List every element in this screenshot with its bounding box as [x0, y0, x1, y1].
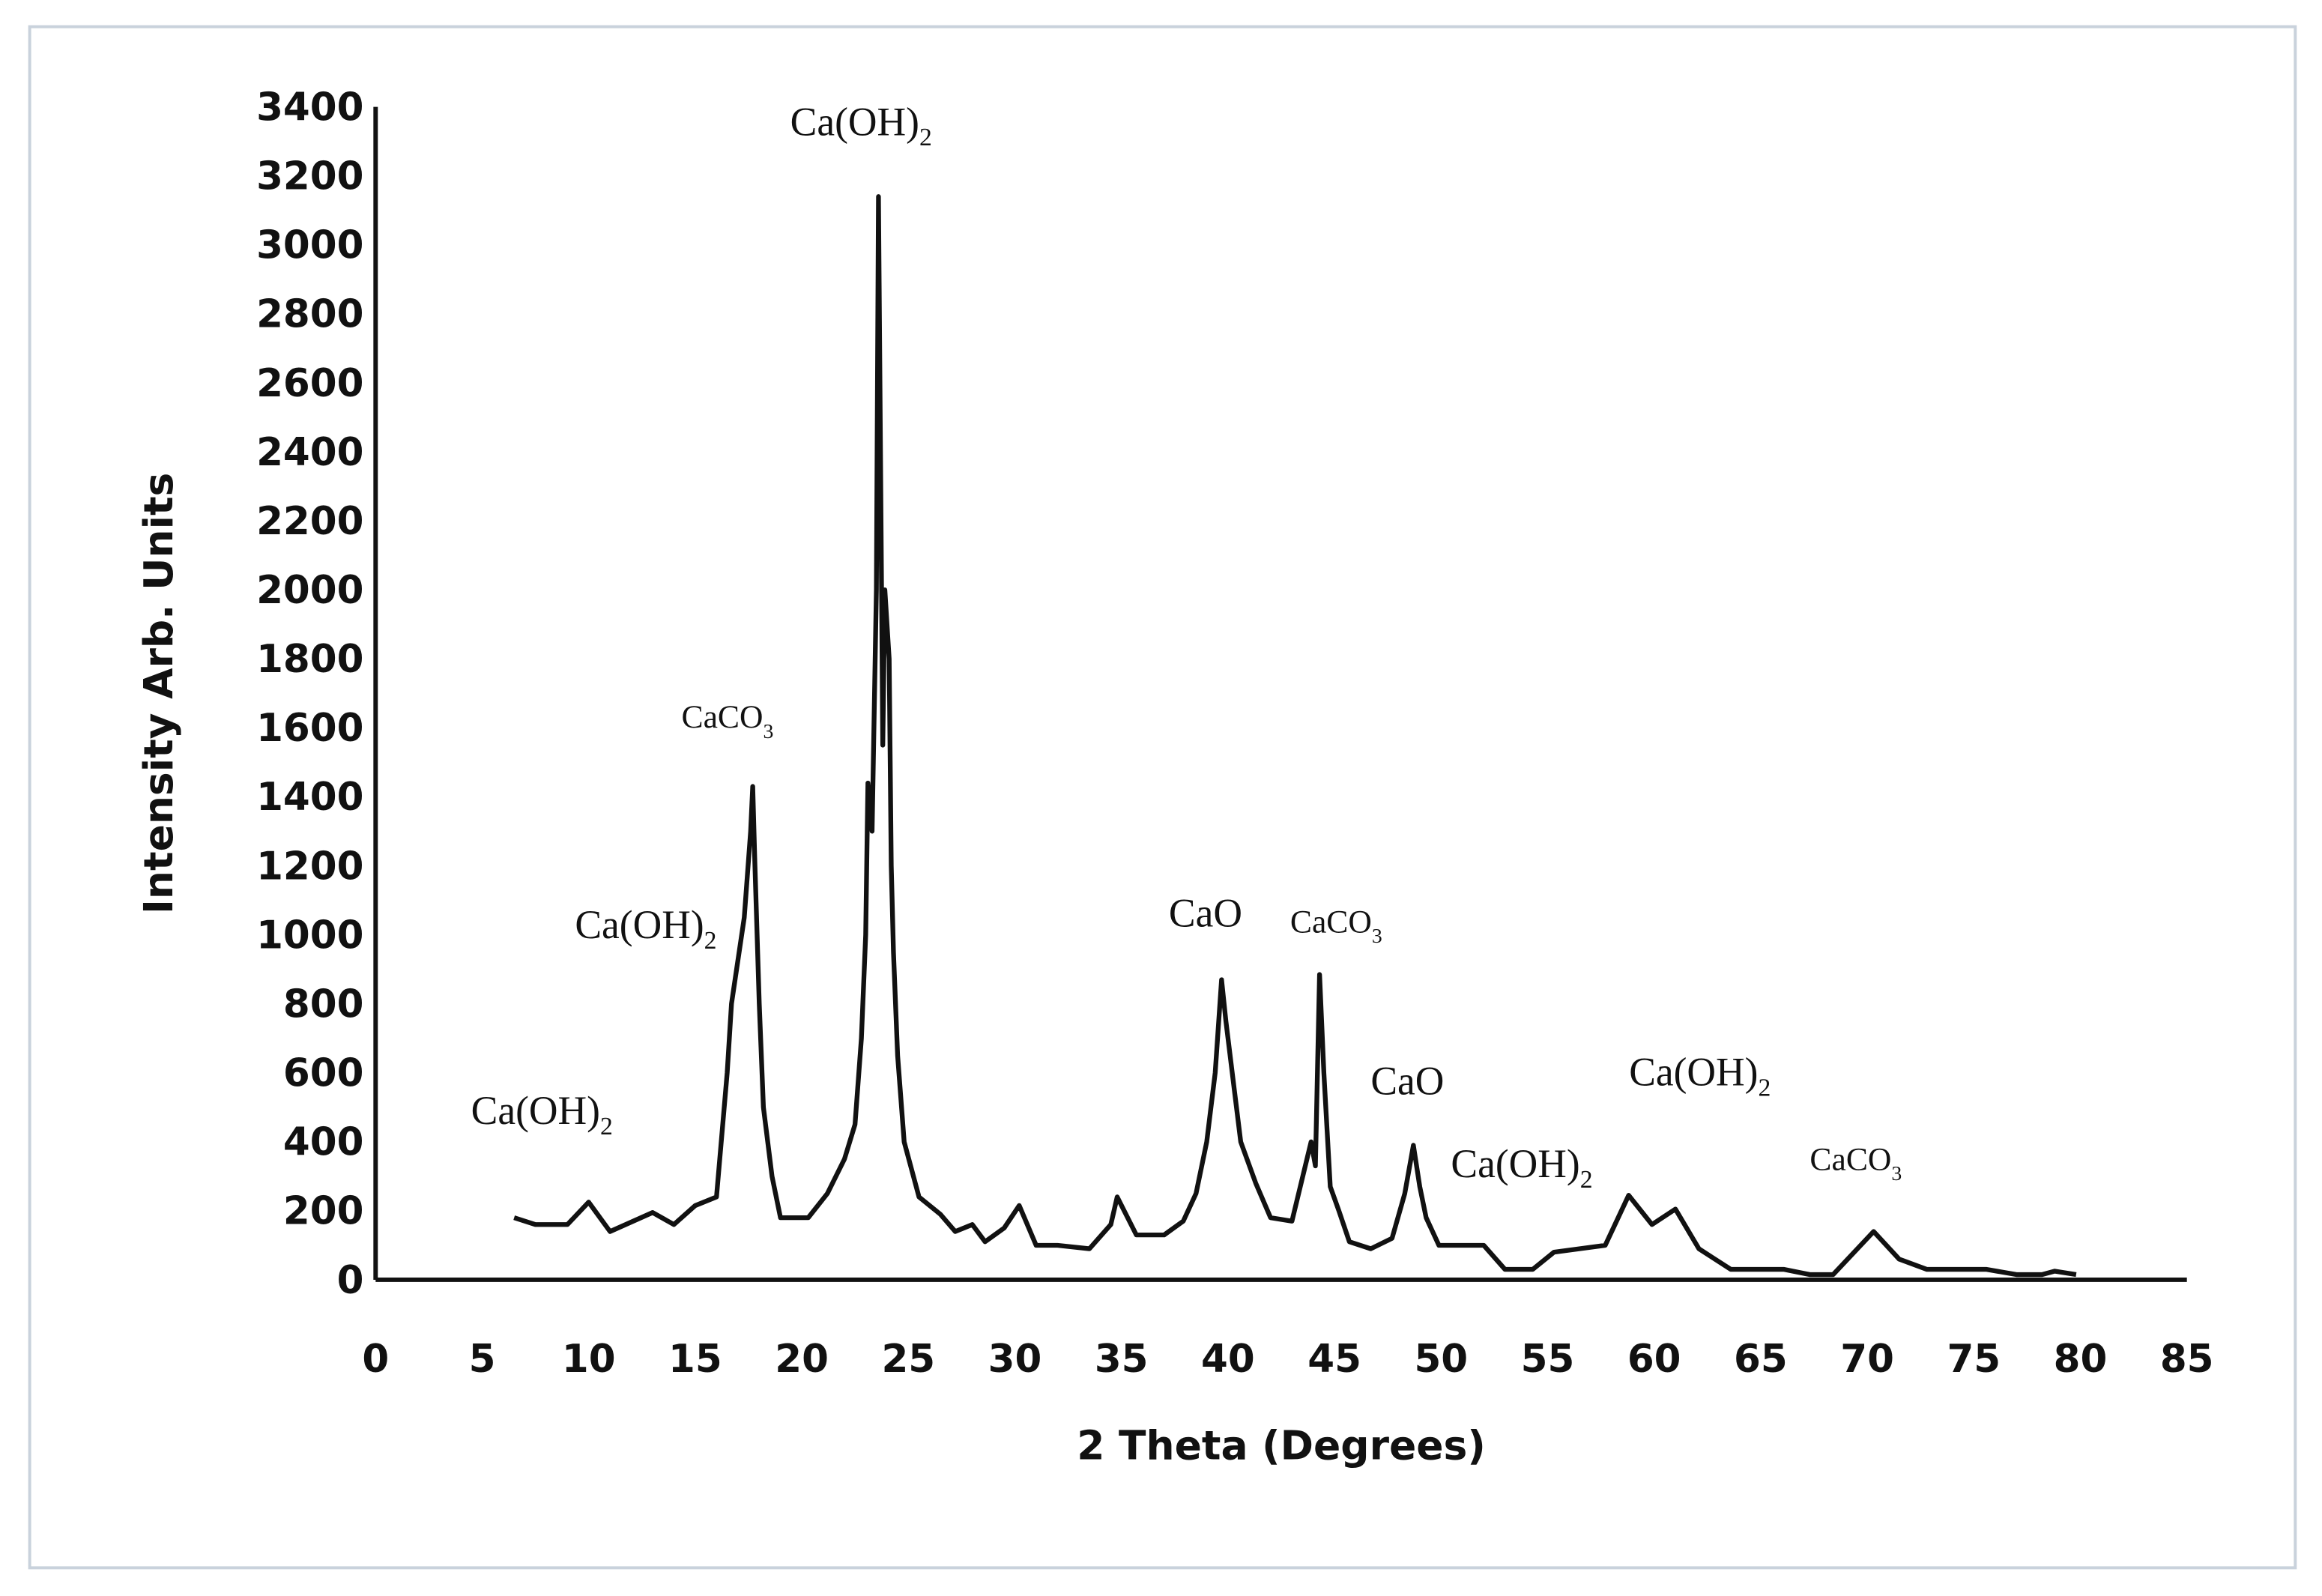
y-tick-label: 3200 [256, 154, 363, 199]
x-tick-label: 80 [2054, 1337, 2108, 1382]
annotation: CaO [1370, 1058, 1444, 1103]
annotation-text: CaCO [1809, 1141, 1891, 1177]
annotation-subscript: 3 [1372, 924, 1382, 947]
y-tick-label: 0 [337, 1258, 364, 1303]
y-tick-label: 400 [283, 1120, 364, 1165]
x-tick-label: 70 [1840, 1337, 1894, 1382]
x-tick-label: 20 [775, 1337, 829, 1382]
annotation-subscript: 2 [1758, 1074, 1771, 1101]
annotation-text: CaCO [1290, 904, 1372, 940]
y-axis-title: Intensity Arb. Units [135, 473, 182, 914]
annotation: CaCO3 [1290, 904, 1382, 947]
y-tick-label: 2800 [256, 292, 363, 337]
annotation-subscript: 3 [763, 719, 773, 743]
y-tick-label: 2400 [256, 430, 363, 475]
x-tick-label: 50 [1414, 1337, 1468, 1382]
y-tick-label: 2200 [256, 499, 363, 544]
y-tick-label: 200 [283, 1189, 364, 1234]
x-tick-label: 55 [1521, 1337, 1575, 1382]
x-tick-label: 25 [881, 1337, 935, 1382]
y-tick-label: 600 [283, 1051, 364, 1096]
annotation: Ca(OH)2 [471, 1088, 613, 1140]
y-tick-label: 1800 [256, 637, 363, 682]
y-tick-label: 1600 [256, 706, 363, 751]
annotation-subscript: 3 [1891, 1161, 1902, 1185]
data-line [513, 194, 2077, 1278]
annotation-text: CaO [1169, 890, 1242, 935]
annotation-text: Ca(OH) [790, 99, 919, 144]
annotation: Ca(OH)2 [1451, 1141, 1592, 1194]
x-axis-title: 2 Theta (Degrees) [1077, 1422, 1486, 1469]
annotation-subscript: 2 [704, 927, 717, 955]
x-tick-label: 0 [362, 1337, 389, 1382]
annotation-subscript: 2 [1580, 1166, 1593, 1194]
y-tick-label: 3000 [256, 223, 363, 268]
x-tick-label: 35 [1095, 1337, 1149, 1382]
annotation: Ca(OH)2 [790, 99, 932, 151]
annotation-text: Ca(OH) [1629, 1049, 1758, 1094]
y-tick-label: 1000 [256, 913, 363, 958]
y-tick-label: 1200 [256, 844, 363, 889]
x-tick-label: 5 [469, 1337, 496, 1382]
annotation: CaO [1169, 890, 1242, 935]
annotation: Ca(OH)2 [1629, 1049, 1771, 1101]
x-tick-label: 15 [668, 1337, 722, 1382]
x-tick-label: 30 [988, 1337, 1042, 1382]
annotation-text: Ca(OH) [471, 1088, 600, 1133]
annotation: CaCO3 [682, 699, 774, 743]
y-tick-label: 1400 [256, 775, 363, 820]
x-tick-label: 40 [1201, 1337, 1255, 1382]
x-tick-label: 60 [1627, 1337, 1681, 1382]
annotation-text: CaO [1370, 1058, 1444, 1103]
y-tick-label: 2600 [256, 361, 363, 406]
annotation: Ca(OH)2 [575, 902, 716, 955]
x-tick-label: 85 [2160, 1337, 2214, 1382]
y-tick-label: 3400 [256, 85, 363, 130]
x-tick-label: 45 [1307, 1337, 1361, 1382]
annotation-subscript: 2 [600, 1113, 613, 1140]
x-tick-label: 75 [1947, 1337, 2001, 1382]
x-tick-label: 65 [1734, 1337, 1788, 1382]
annotation-text: Ca(OH) [1451, 1141, 1579, 1186]
annotation: CaCO3 [1809, 1141, 1902, 1185]
frame [28, 25, 2297, 1570]
annotation-text: CaCO [682, 699, 764, 735]
x-tick-label: 10 [562, 1337, 616, 1382]
y-tick-label: 800 [283, 982, 364, 1027]
y-tick-label: 2000 [256, 568, 363, 613]
annotation-text: Ca(OH) [575, 902, 704, 947]
annotation-subscript: 2 [919, 124, 932, 151]
